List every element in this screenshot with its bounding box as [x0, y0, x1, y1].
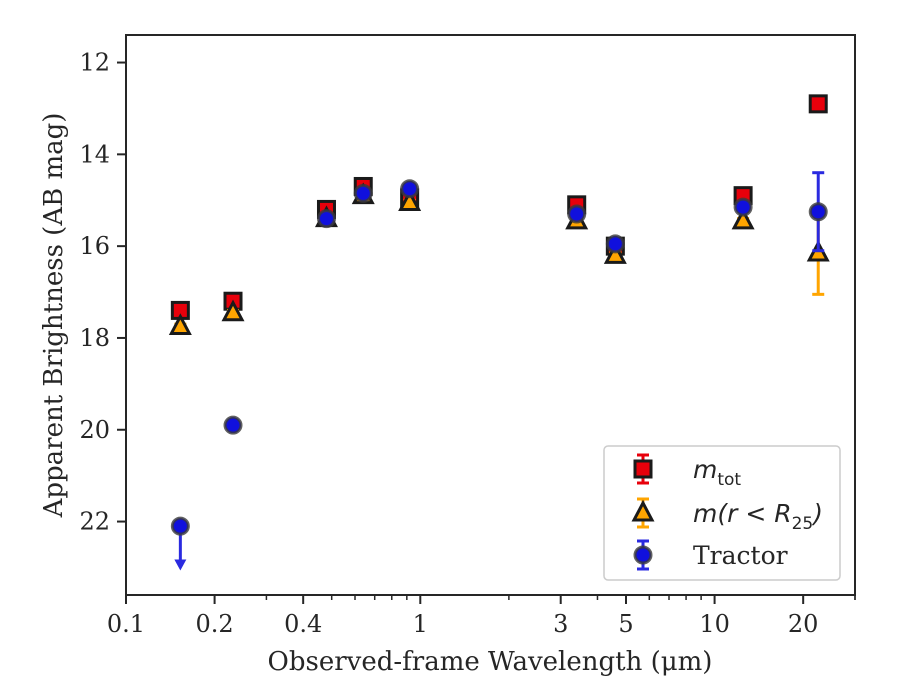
- point-tractor: [605, 234, 625, 254]
- y-tick-label: 14: [79, 140, 110, 168]
- point-m25: [398, 189, 422, 212]
- y-tick-label: 22: [79, 508, 110, 536]
- y-axis-label: Apparent Brightness (AB mag): [39, 113, 69, 519]
- x-axis-ticks: 0.1 0.2 0.4 1 3 5 10 20: [107, 595, 856, 638]
- x-tick-label: 5: [618, 610, 633, 638]
- point-m25: [603, 242, 627, 264]
- point-tractor: [316, 209, 336, 229]
- point-tractor: [170, 516, 190, 536]
- legend-subscript: 25: [792, 514, 814, 534]
- x-tick-label: 20: [788, 610, 819, 638]
- point-tractor: [567, 204, 587, 224]
- legend-marker-m25: [631, 499, 655, 522]
- data-marks: [168, 94, 830, 571]
- legend-label-tractor: Tractor: [693, 541, 788, 570]
- legend-box: [603, 445, 841, 581]
- axes-frame: [125, 34, 856, 596]
- point-mtot: [808, 94, 828, 114]
- x-tick-label: 1: [413, 610, 428, 638]
- point-tractor: [400, 179, 420, 199]
- point-m25: [221, 299, 245, 322]
- y-axis-ticks: 12 14 16 18 20 22: [79, 49, 126, 536]
- point-tractor: [353, 183, 373, 203]
- x-tick-label: 10: [699, 610, 730, 638]
- y-tick-label: 16: [79, 232, 110, 260]
- y-tick-label: 18: [79, 324, 110, 352]
- point-tractor: [223, 415, 243, 435]
- x-tick-label: 3: [553, 610, 568, 638]
- x-axis-label: Observed-frame Wavelength (μm): [268, 647, 713, 677]
- x-tick-label: 0.2: [196, 610, 234, 638]
- legend-marker-mtot: [633, 459, 653, 479]
- y-tick-label: 20: [79, 416, 110, 444]
- point-tractor: [808, 202, 828, 222]
- x-tick-label: 0.1: [107, 610, 145, 638]
- x-tick-label: 0.4: [284, 610, 322, 638]
- point-m25: [168, 313, 192, 335]
- point-tractor: [733, 197, 753, 217]
- legend-marker-tractor: [633, 545, 653, 565]
- legend-subscript: tot: [717, 470, 741, 490]
- legend-tail: ): [811, 499, 823, 528]
- point-m25: [731, 207, 755, 230]
- y-tick-label: 12: [79, 49, 110, 77]
- upper-limit-arrowhead: [174, 559, 187, 571]
